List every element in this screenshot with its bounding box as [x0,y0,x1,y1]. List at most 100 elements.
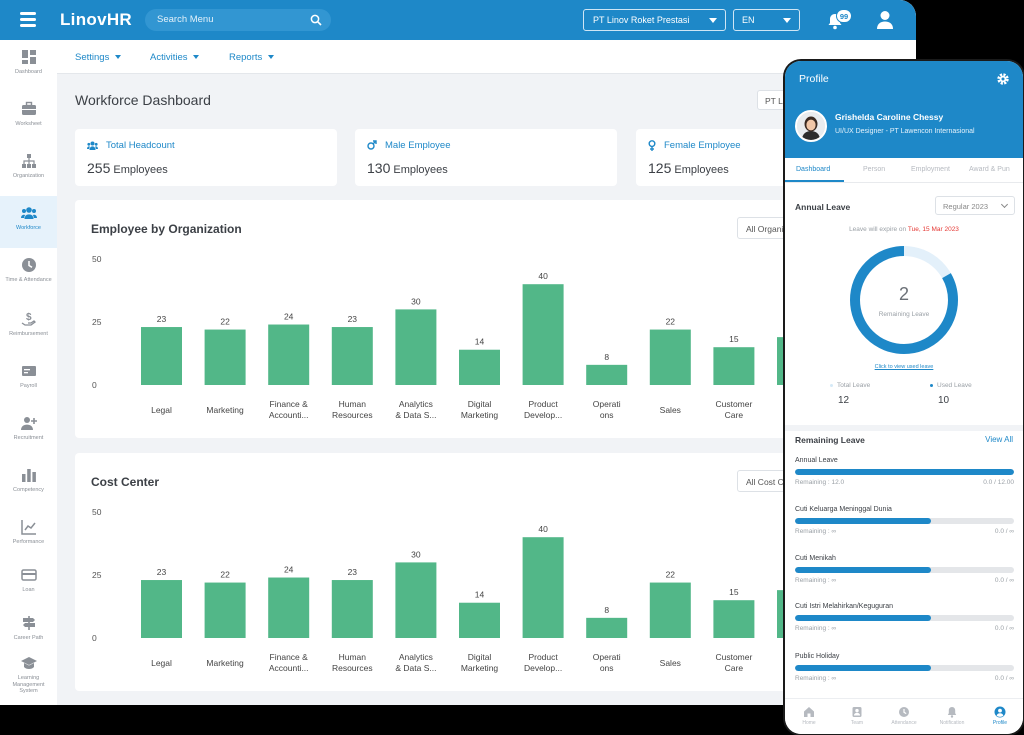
leave-item[interactable]: Annual Leave Remaining : 12.0 0.0 / 12.00 [795,457,1014,497]
stat-value: 125 [648,160,672,176]
bar[interactable] [204,329,246,385]
view-used-leave-link[interactable]: Click to view used leave [874,364,934,370]
team-icon [852,707,862,717]
bar[interactable] [141,580,182,638]
donut-used-arc [850,246,958,354]
sidebar-item-label: Worksheet [15,121,42,127]
hamburger-menu-icon[interactable] [20,12,36,27]
nav-attendance[interactable]: Attendance [884,706,924,726]
data-label: 15 [729,587,739,597]
sidebar-item-loan[interactable]: Loan [0,558,57,610]
bar[interactable] [395,309,437,385]
bar[interactable] [459,602,500,638]
leave-progress-track [795,567,1014,573]
data-label: 23 [348,567,358,577]
bar[interactable] [331,327,373,385]
y-tick-label: 25 [92,317,102,327]
bar[interactable] [331,580,373,638]
bar[interactable] [204,582,246,638]
people-icon [20,207,37,219]
bar[interactable] [586,364,628,385]
subnav-reports[interactable]: Reports [229,52,275,63]
company-select[interactable]: PT Linov Roket Prestasi [583,9,726,31]
leave-year-select[interactable]: Regular 2023 [935,196,1015,215]
sidebar-item-organization[interactable]: Organization [0,144,57,196]
leave-item[interactable]: Public Holiday Remaining : ∞ 0.0 / ∞ [795,653,1014,693]
section-divider [785,425,1023,431]
bar[interactable] [586,617,628,638]
nav-notification[interactable]: Notification [932,706,972,726]
sidebar-item-workforce[interactable]: Workforce [0,196,57,248]
y-tick-label: 50 [92,507,102,517]
subnav-activities[interactable]: Activities [150,52,200,63]
used-leave-value: 10 [938,395,950,406]
tab-award[interactable]: Award & Pun [969,166,1010,173]
tab-person[interactable]: Person [863,166,886,173]
bar[interactable] [459,349,500,385]
total-leave-value: 12 [838,395,850,406]
x-tick-label: Digital [468,399,492,409]
sidebar-item-learning-management-system[interactable]: Learning Management System [0,646,57,698]
annual-leave-title: Annual Leave [795,202,851,212]
sidebar-item-dashboard[interactable]: Dashboard [0,40,57,92]
top-bar: LinovHR Search Menu PT Linov Roket Prest… [0,0,916,40]
data-label: 14 [475,337,485,347]
chevron-down-icon [193,55,200,60]
bar[interactable] [268,577,310,638]
legend-dot [930,383,933,387]
bar[interactable] [649,329,691,385]
tab-dashboard[interactable]: Dashboard [796,166,831,173]
nav-team[interactable]: Team [837,706,877,726]
leave-name: Cuti Menikah [795,555,836,562]
x-tick-label: Care [725,410,744,420]
bar[interactable] [141,327,182,385]
sidebar-item-label: Dashboard [15,69,42,75]
legend-dot [830,383,833,387]
subnav-settings[interactable]: Settings [75,52,122,63]
bar[interactable] [268,324,310,385]
remaining-leave-label: Remaining Leave [878,311,930,318]
leave-item[interactable]: Cuti Keluarga Meninggal Dunia Remaining :… [795,506,1014,546]
bar[interactable] [522,284,564,385]
sidebar-item-label: Recruitment [13,435,44,441]
search-icon[interactable] [310,14,322,26]
sidebar-item-recruitment[interactable]: Recruitment [0,406,57,458]
nav-profile[interactable]: Profile [980,706,1020,726]
view-all-link[interactable]: View All [985,435,1013,444]
bar[interactable] [713,347,755,385]
group-icon [87,141,98,150]
app-logo[interactable]: LinovHR [60,10,132,29]
sidebar-item-reimbursement[interactable]: $ Reimbursement [0,302,57,354]
bar[interactable] [713,600,755,638]
nav-home[interactable]: Home [789,706,829,726]
language-select[interactable]: EN [733,9,800,31]
x-tick-label: Analytics [399,399,433,409]
clock-icon [899,707,909,717]
sidebar-item-career-path[interactable]: Career Path [0,606,57,658]
user-icon[interactable] [876,10,894,29]
sidebar-item-performance[interactable]: Performance [0,510,57,562]
chevron-down-icon [1000,200,1009,209]
stat-card-total-headcount: Total Headcount 255 Employees [75,129,337,186]
leave-item[interactable]: Cuti Menikah Remaining : ∞ 0.0 / ∞ [795,555,1014,595]
bar[interactable] [395,562,437,638]
reimburse-icon: $ [21,312,36,326]
tab-employment[interactable]: Employment [911,166,950,173]
sidebar-item-payroll[interactable]: Payroll [0,354,57,406]
x-tick-label: Develop... [524,663,562,673]
avatar[interactable] [795,110,827,142]
profile-role: UI/UX Designer - PT Lawencon Internasion… [835,128,975,135]
search-input[interactable]: Search Menu [145,9,331,31]
bar[interactable] [522,537,564,638]
nav-label: Home [802,720,816,726]
sidebar-item-worksheet[interactable]: Worksheet [0,92,57,144]
gear-icon[interactable] [996,72,1010,86]
leave-name: Public Holiday [795,653,840,660]
stat-unit: Employees [113,164,168,176]
x-tick-label: Marketing [206,405,244,415]
sidebar-item-time-attendance[interactable]: Time & Attendance [0,248,57,300]
bar[interactable] [649,582,691,638]
leave-item[interactable]: Cuti Istri Melahirkan/Keguguran Remaining… [795,603,1014,643]
sidebar-item-competency[interactable]: Competency [0,458,57,510]
chevron-down-icon [268,55,275,60]
